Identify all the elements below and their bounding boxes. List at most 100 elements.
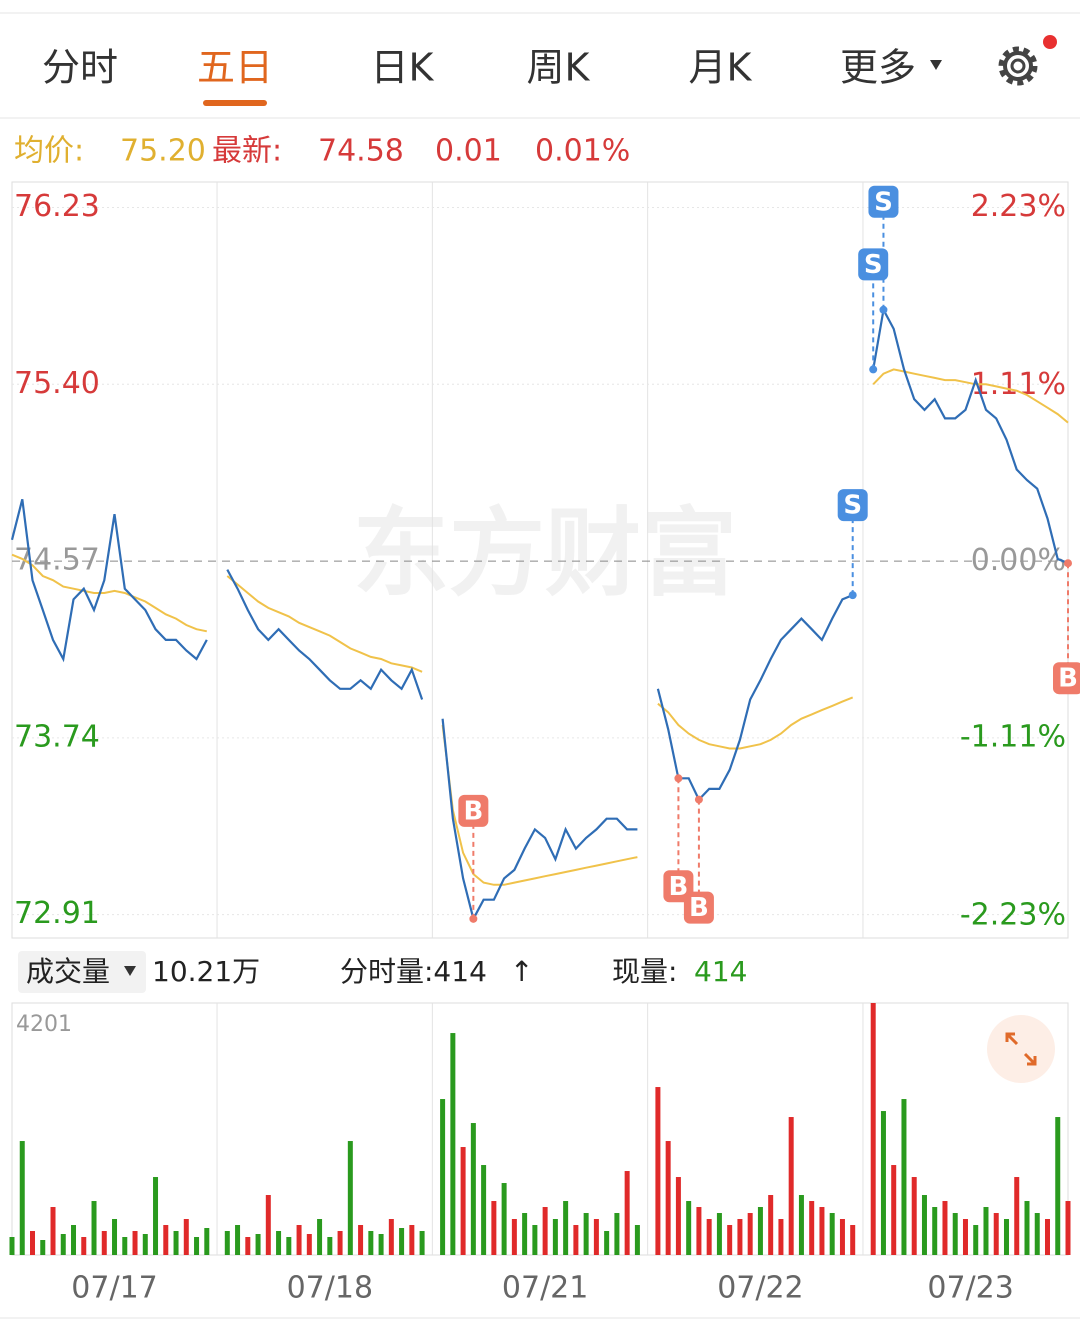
volume-bar xyxy=(532,1225,538,1255)
volume-bar xyxy=(798,1195,804,1255)
selector-bg[interactable] xyxy=(18,951,146,993)
tab-underline xyxy=(203,100,267,106)
volume-bar xyxy=(501,1183,507,1255)
volume-bar xyxy=(757,1207,763,1255)
trade-badge[interactable] xyxy=(837,489,868,522)
trade-label: S xyxy=(864,250,883,280)
volume-bar xyxy=(973,1225,979,1255)
volume-bar xyxy=(163,1225,169,1255)
info-text: 0.01 xyxy=(435,134,502,169)
volume-header: 10.21万 xyxy=(152,955,260,988)
volume-bar xyxy=(675,1177,681,1255)
volume-bar xyxy=(276,1231,282,1255)
volume-bar xyxy=(552,1219,558,1255)
volume-bar xyxy=(30,1231,36,1255)
volume-bar xyxy=(696,1207,702,1255)
volume-bar xyxy=(245,1237,251,1255)
trade-point xyxy=(469,914,478,923)
volume-bar xyxy=(306,1234,312,1255)
trade-badge[interactable] xyxy=(458,794,489,827)
volume-bar xyxy=(870,1003,876,1255)
volume-bar xyxy=(768,1195,774,1255)
volume-bar xyxy=(409,1225,415,1255)
volume-header: 成交量 xyxy=(26,955,110,988)
info-text: 均价: xyxy=(14,134,84,169)
tab[interactable]: 分时 xyxy=(42,46,118,90)
date-label: 07/17 xyxy=(71,1271,157,1306)
volume-bar xyxy=(901,1099,907,1255)
volume-bar xyxy=(286,1237,292,1255)
volume-bar xyxy=(419,1231,425,1255)
volume-bar xyxy=(829,1213,835,1255)
volume-bar xyxy=(686,1201,692,1255)
y2-tick-label: 2.23% xyxy=(971,189,1066,224)
info-text: 最新: xyxy=(212,134,282,169)
trade-badge[interactable] xyxy=(868,185,899,218)
trade-point xyxy=(848,591,857,600)
volume-bar xyxy=(470,1123,476,1255)
trade-point xyxy=(1064,559,1072,568)
tab[interactable]: 周K xyxy=(527,46,591,90)
date-label: 07/23 xyxy=(927,1271,1013,1306)
trade-badge[interactable] xyxy=(858,248,889,281)
price-line xyxy=(10,306,1069,922)
volume-bar xyxy=(491,1201,497,1255)
volume-bar xyxy=(573,1225,579,1255)
volume-bar xyxy=(204,1228,210,1255)
expand-button[interactable] xyxy=(987,1015,1055,1083)
volume-bar xyxy=(9,1237,15,1255)
volume-bar xyxy=(921,1195,927,1255)
trade-point xyxy=(869,365,878,374)
trade-point xyxy=(674,774,683,783)
volume-bar xyxy=(1044,1219,1050,1255)
volume-bar xyxy=(932,1207,938,1255)
volume-bar xyxy=(747,1213,753,1255)
volume-bar xyxy=(71,1225,77,1255)
volume-header: ↑ xyxy=(510,955,533,988)
tab[interactable]: 五日 xyxy=(197,46,273,90)
price-line xyxy=(11,368,1069,886)
tab[interactable]: 更多 xyxy=(840,46,916,90)
volume-bar xyxy=(1003,1219,1009,1255)
volume-bar xyxy=(296,1225,302,1255)
volume-bar xyxy=(716,1213,722,1255)
volume-bar xyxy=(962,1219,968,1255)
volume-bar xyxy=(317,1219,323,1255)
volume-frame xyxy=(11,1002,1069,1256)
y-tick-label: 75.40 xyxy=(14,366,100,401)
badge xyxy=(1043,35,1057,49)
trade-label: B xyxy=(668,872,688,902)
volume-bar xyxy=(81,1237,87,1255)
trade-label: S xyxy=(874,187,893,217)
volume-bar xyxy=(511,1219,517,1255)
volume-bar xyxy=(563,1201,569,1255)
volume-bar xyxy=(542,1207,548,1255)
volume-bar xyxy=(19,1141,25,1255)
volume-bar xyxy=(440,1099,446,1255)
volume-bar xyxy=(40,1240,46,1255)
volume-bar xyxy=(634,1225,640,1255)
tab[interactable]: 月K xyxy=(689,46,753,90)
volume-header: 414 xyxy=(694,955,747,988)
volume-bar xyxy=(327,1237,333,1255)
volume-bar xyxy=(101,1231,107,1255)
trade-badge[interactable] xyxy=(683,891,714,924)
gear xyxy=(1010,58,1026,74)
volume-bar xyxy=(194,1237,200,1255)
volume-bar xyxy=(235,1225,241,1255)
volume-bar xyxy=(737,1219,743,1255)
volume-bar xyxy=(809,1201,815,1255)
volume-bar xyxy=(50,1207,56,1255)
info-text: 75.20 xyxy=(120,134,206,169)
trade-label: B xyxy=(689,893,709,923)
volume-bar xyxy=(183,1219,189,1255)
trade-badge[interactable] xyxy=(1053,662,1080,695)
volume-bar xyxy=(460,1147,466,1255)
info-text: 74.58 xyxy=(318,134,404,169)
settings-icon[interactable] xyxy=(998,35,1057,86)
volume-bar xyxy=(224,1231,230,1255)
volume-bar xyxy=(347,1141,353,1255)
volume-bar xyxy=(624,1171,630,1255)
tab[interactable]: 日K xyxy=(371,46,435,90)
volume-bar xyxy=(665,1141,671,1255)
